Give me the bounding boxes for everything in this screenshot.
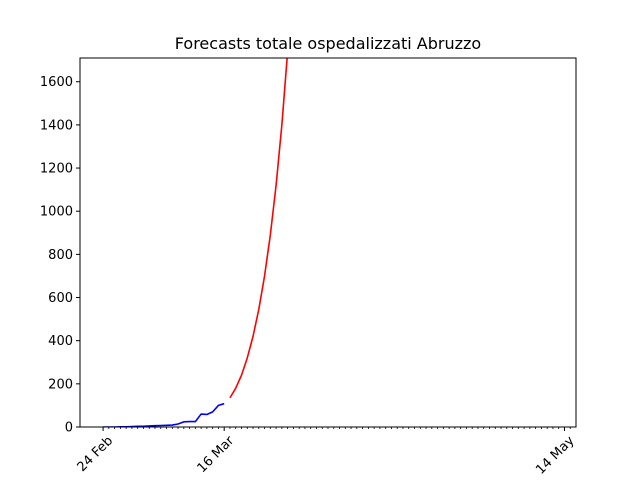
y-axis: 0 200 400 600 800 1000 1200 1400 1600 — [40, 75, 80, 436]
y-tick-label: 1600 — [40, 75, 73, 90]
y-tick-label: 1200 — [40, 162, 73, 177]
y-tick-label: 400 — [48, 334, 73, 349]
chart-title: Forecasts totale ospedalizzati Abruzzo — [175, 34, 481, 53]
y-tick-label: 1000 — [40, 205, 73, 220]
plot-frame — [79, 57, 577, 428]
y-tick-label: 600 — [48, 291, 73, 306]
y-tick-label: 200 — [48, 377, 73, 392]
y-tick-label: 0 — [65, 421, 73, 436]
y-tick-label: 1400 — [40, 118, 73, 133]
y-tick-label: 800 — [48, 248, 73, 263]
series-line-forecast — [229, 58, 288, 399]
